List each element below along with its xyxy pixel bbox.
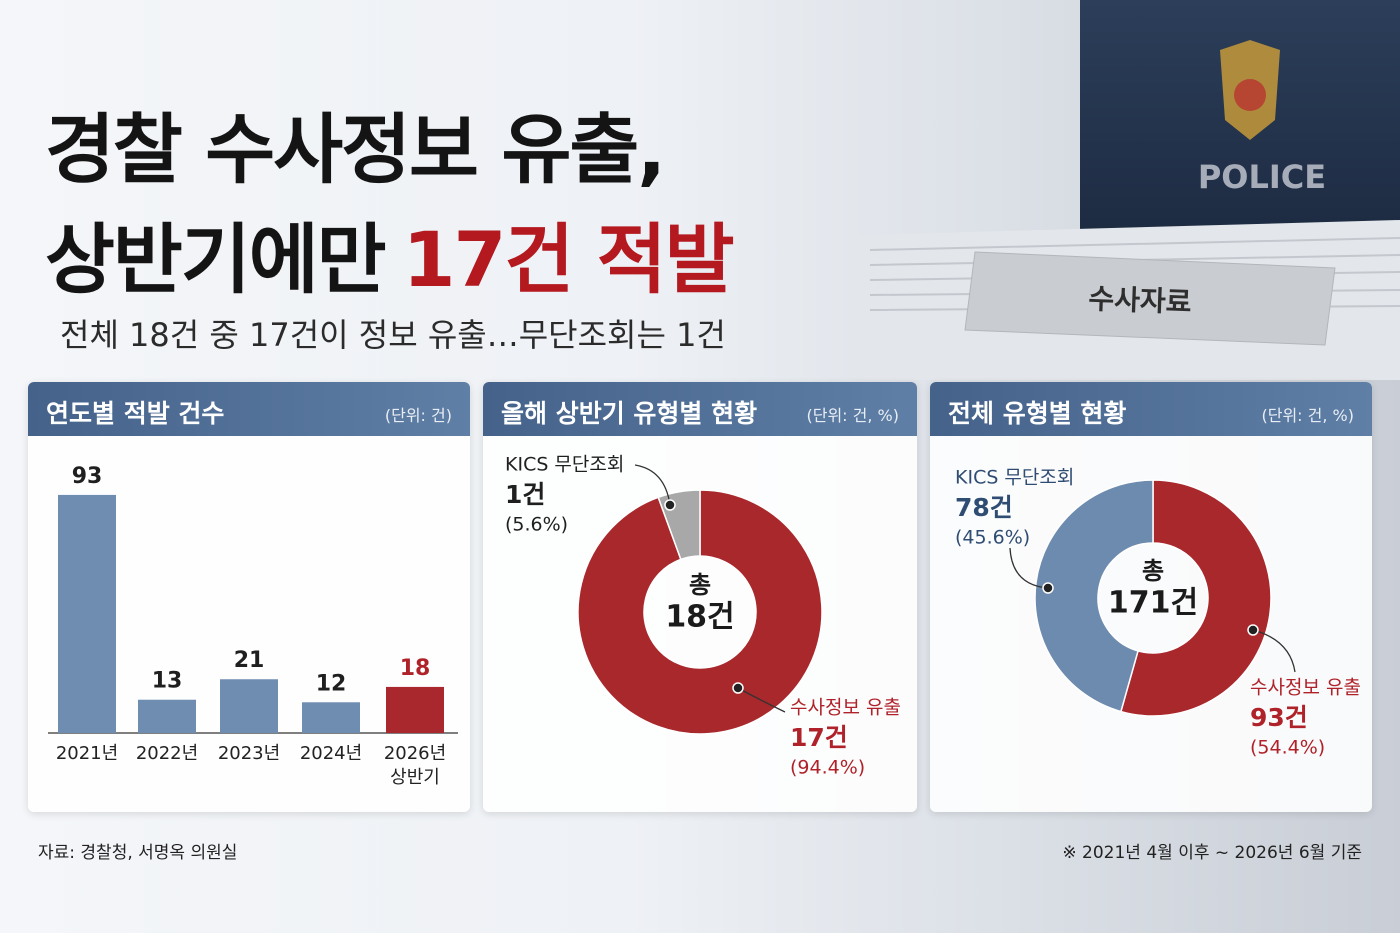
folder-tab-text: 수사자료 bbox=[1088, 282, 1192, 319]
headline-text: 상반기에만 bbox=[45, 215, 387, 304]
center-label: 총 bbox=[1142, 557, 1164, 585]
panel-title: 전체 유형별 현황 bbox=[948, 399, 1127, 428]
leader-dot bbox=[1042, 582, 1054, 594]
headline-highlight: 17건 적발 bbox=[402, 215, 735, 304]
panel-unit: (단위: 건) bbox=[384, 406, 452, 425]
panel-header: 연도별 적발 건수 (단위: 건) bbox=[28, 382, 470, 436]
total-label: 18건 bbox=[665, 600, 734, 635]
donut-slice bbox=[1119, 479, 1272, 717]
category-label: 수사정보 유출 bbox=[790, 697, 901, 719]
value-label: 13 bbox=[152, 669, 183, 694]
center-label: 총 bbox=[689, 571, 711, 599]
headline: 상반기에만 17건 적발 bbox=[45, 198, 735, 308]
leader-dot bbox=[1247, 624, 1259, 636]
value-label: 18 bbox=[400, 656, 431, 681]
panel-unit: (단위: 건, %) bbox=[1261, 406, 1355, 425]
category-label: KICS 무단조회 bbox=[505, 454, 624, 476]
percent-label: (45.6%) bbox=[955, 527, 1030, 549]
bar bbox=[302, 702, 360, 733]
leader-dot bbox=[732, 682, 744, 694]
emblem-center bbox=[1234, 79, 1266, 111]
bar bbox=[386, 686, 444, 733]
x-tick-label: 2022년 bbox=[135, 743, 199, 764]
bar bbox=[220, 679, 278, 733]
value-label: 17건 bbox=[790, 723, 848, 752]
leader-line bbox=[1009, 547, 1049, 589]
police-badge-text: POLICE bbox=[1198, 158, 1326, 196]
percent-label: (5.6%) bbox=[505, 514, 568, 536]
x-tick-label: 2024년 bbox=[299, 743, 363, 764]
value-label: 1건 bbox=[505, 480, 545, 509]
source: 자료: 경찰청, 서명옥 의원실 bbox=[38, 843, 238, 863]
category-label: 수사정보 유출 bbox=[1250, 677, 1361, 699]
panel: 전체 유형별 현황 (단위: 건, %) bbox=[930, 382, 1372, 812]
value-label: 78건 bbox=[955, 493, 1013, 522]
value-label: 93건 bbox=[1250, 703, 1308, 732]
panel-title: 연도별 적발 건수 bbox=[46, 399, 225, 428]
bar bbox=[138, 699, 196, 733]
total-label: 171건 bbox=[1108, 586, 1198, 621]
note: ※ 2021년 4월 이후 ~ 2026년 6월 기준 bbox=[1062, 843, 1362, 863]
category-label: KICS 무단조회 bbox=[955, 467, 1074, 489]
folder-tab bbox=[964, 251, 1336, 346]
x-tick-label: 2021년 bbox=[55, 743, 119, 764]
headline: 경찰 수사정보 유출, bbox=[45, 105, 666, 194]
panel-header: 올해 상반기 유형별 현황 (단위: 건, %) bbox=[483, 382, 917, 436]
percent-label: (54.4%) bbox=[1250, 737, 1325, 759]
panel-title: 올해 상반기 유형별 현황 bbox=[501, 399, 758, 428]
leader-dot bbox=[664, 499, 676, 511]
bar bbox=[58, 494, 116, 733]
donut-slice bbox=[577, 489, 823, 735]
x-tick-label: 2023년 bbox=[217, 743, 281, 764]
value-label: 21 bbox=[234, 648, 265, 673]
leader-line bbox=[1252, 629, 1296, 673]
x-tick-label: 2026년 상반기 bbox=[383, 743, 447, 788]
subtitle: 전체 18건 중 17건이 정보 유출…무단조회는 1건 bbox=[60, 316, 726, 354]
value-label: 12 bbox=[316, 671, 347, 696]
percent-label: (94.4%) bbox=[790, 757, 865, 779]
panel-header: 전체 유형별 현황 (단위: 건, %) bbox=[930, 382, 1372, 436]
panel: 올해 상반기 유형별 현황 (단위: 건, %) bbox=[483, 382, 917, 812]
value-label: 93 bbox=[72, 464, 103, 489]
panel-unit: (단위: 건, %) bbox=[806, 406, 900, 425]
donut-slice bbox=[1034, 479, 1154, 713]
